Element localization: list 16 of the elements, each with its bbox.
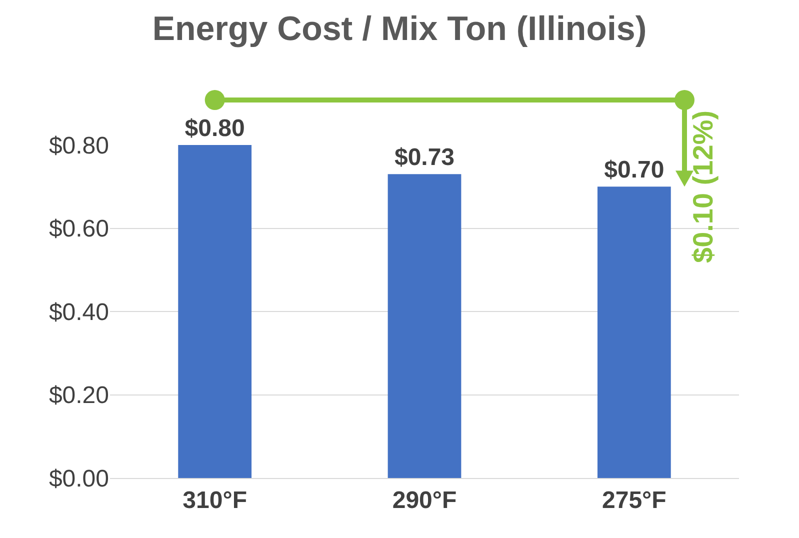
x-tick-label: 310°F: [182, 486, 247, 514]
y-tick-label: $0.60: [48, 216, 109, 243]
y-tick-label: $0.20: [48, 382, 109, 410]
x-tick-label: 290°F: [392, 486, 457, 514]
data-label: $0.80: [184, 115, 245, 142]
bar: [388, 174, 462, 478]
data-label: $0.70: [604, 156, 664, 184]
y-tick-label: $0.40: [48, 298, 109, 326]
y-tick-label: $0.80: [48, 132, 109, 160]
x-tick-label: 275°F: [602, 486, 666, 514]
bar: [178, 145, 252, 478]
data-label: $0.73: [394, 144, 455, 172]
chart-title: Energy Cost / Mix Ton (Illinois): [152, 10, 647, 48]
bar: [597, 186, 671, 478]
annotation: $0.10 (12%): [688, 110, 719, 263]
y-tick-label: $0.00: [48, 465, 109, 492]
